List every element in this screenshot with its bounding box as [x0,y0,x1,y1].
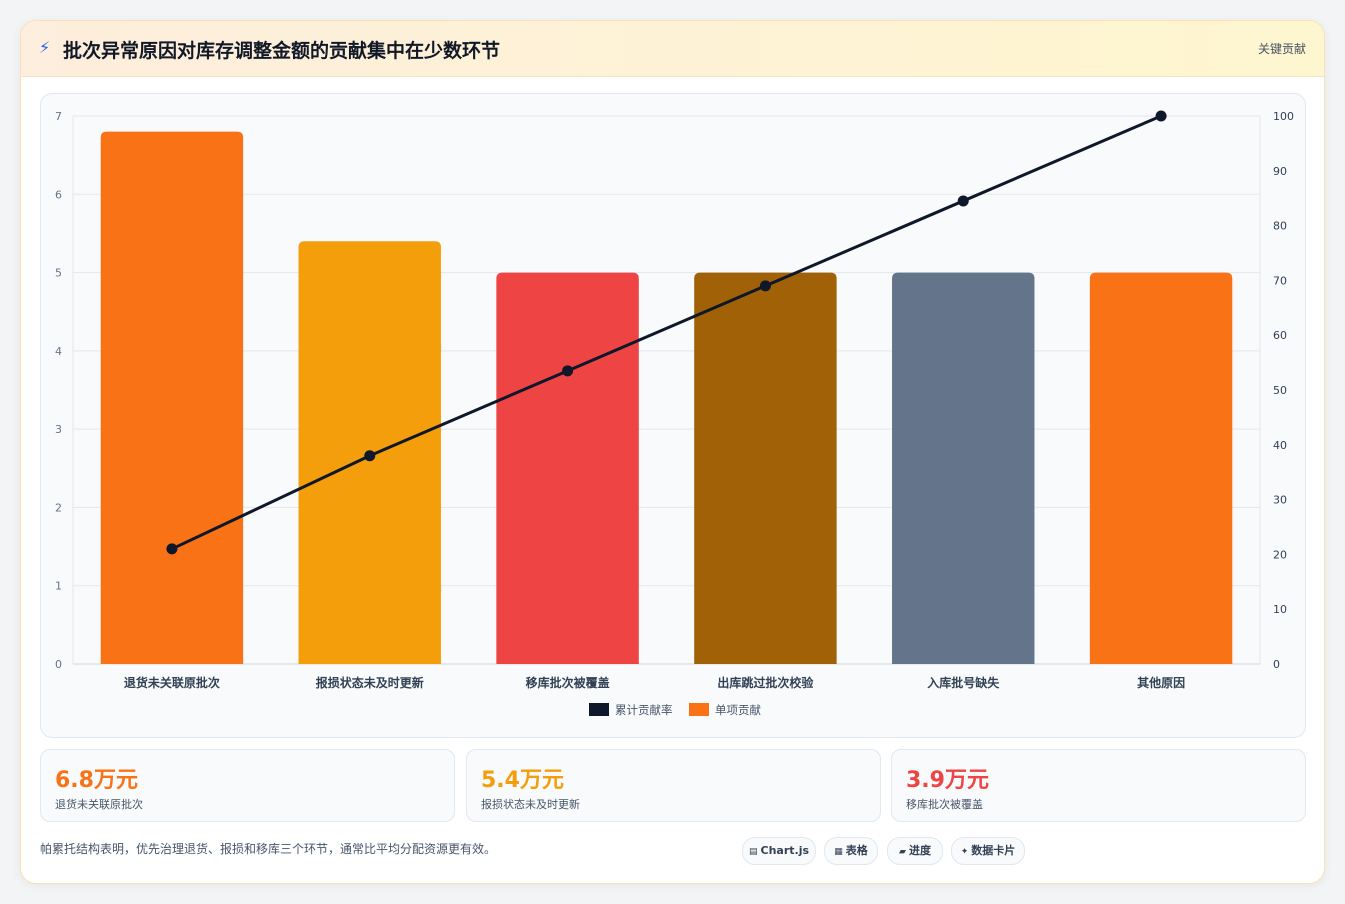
x-tick-label: 入库批号缺失 [927,675,1000,690]
chip-chartjs[interactable]: ▤ Chart.js [742,837,816,865]
y-right-tick-label: 80 [1273,220,1287,233]
y-left-tick-label: 5 [55,267,62,280]
legend-swatch [589,703,609,716]
bar [100,131,244,665]
bar [892,272,1035,664]
line-point [759,280,771,292]
y-left-tick-label: 3 [55,423,62,436]
chip-label: Chart.js [760,844,810,857]
chip-label: 数据卡片 [971,844,1016,857]
y-right-tick-label: 30 [1273,494,1287,507]
x-tick-label: 报损状态未及时更新 [316,675,424,690]
y-right-tick-label: 0 [1273,658,1280,671]
y-right-tick-label: 60 [1273,329,1287,342]
x-tick-label: 退货未关联原批次 [124,675,220,690]
table-icon: ▦ [834,847,843,857]
chip-progress[interactable]: ▰ 进度 [887,837,943,865]
bar [694,272,837,664]
y-right-tick-label: 90 [1273,165,1287,178]
kpi-value: 3.9万元 [906,768,989,793]
card-header: ⚡ 批次异常原因对库存调整金额的贡献集中在少数环节 关键贡献 [21,21,1324,77]
y-right-tick-label: 20 [1273,548,1287,561]
kpi-card-3: 3.9万元 移库批次被覆盖 [891,749,1306,822]
bar [496,272,639,664]
kpi-card-2: 5.4万元 报损状态未及时更新 [466,749,881,822]
kpi-label: 报损状态未及时更新 [481,798,580,811]
sparkle-icon: ✦ [960,847,969,857]
line-point [562,365,574,377]
y-right-tick-label: 50 [1273,384,1287,397]
line-point [364,450,376,462]
legend-label: 累计贡献率 [615,703,673,717]
y-left-tick-label: 0 [55,658,62,671]
y-left-tick-label: 4 [55,345,62,358]
kpi-label: 移库批次被覆盖 [906,798,983,811]
kpi-value: 6.8万元 [55,768,138,793]
pareto-chart: 0 1 2 3 4 5 6 7 0 10 20 30 40 50 60 70 80 90 100 退货未关联原批次 报损… [40,93,1306,738]
x-tick-label: 其他原因 [1137,675,1185,690]
y-left-tick-label: 2 [55,501,62,514]
line-point [166,543,178,555]
y-right-tick-label: 10 [1273,603,1287,616]
footnote: 帕累托结构表明，优先治理退货、报损和移库三个环节，通常比平均分配资源更有效。 [40,842,497,856]
chip-label: 表格 [845,844,868,857]
chip-table[interactable]: ▦ 表格 [824,837,878,865]
page-title: 批次异常原因对库存调整金额的贡献集中在少数环节 [63,40,501,62]
chart-icon: ▤ [748,847,758,857]
x-tick-label: 移库批次被覆盖 [526,675,610,690]
y-left-tick-label: 7 [55,110,62,123]
line-point [957,195,969,207]
header-tag: 关键贡献 [1257,42,1306,56]
y-left-tick-label: 6 [55,188,62,201]
x-tick-label: 出库跳过批次校验 [717,675,814,690]
bar [1089,272,1233,664]
y-right-tick-label: 100 [1273,110,1294,123]
progress-icon: ▰ [899,847,906,857]
kpi-label: 退货未关联原批次 [55,798,143,811]
y-right-tick-label: 70 [1273,274,1287,287]
lightning-bolt-icon: ⚡ [39,38,51,57]
legend-label: 单项贡献 [715,703,761,717]
kpi-card-1: 6.8万元 退货未关联原批次 [40,749,455,822]
y-left-tick-label: 1 [55,580,62,593]
chip-data-cards[interactable]: ✦ 数据卡片 [951,837,1025,865]
line-point [1155,110,1167,122]
chip-label: 进度 [908,844,931,857]
cumulative-line [171,114,1162,551]
kpi-value: 5.4万元 [481,768,564,793]
y-right-tick-label: 40 [1273,439,1287,452]
legend-swatch [689,703,709,716]
